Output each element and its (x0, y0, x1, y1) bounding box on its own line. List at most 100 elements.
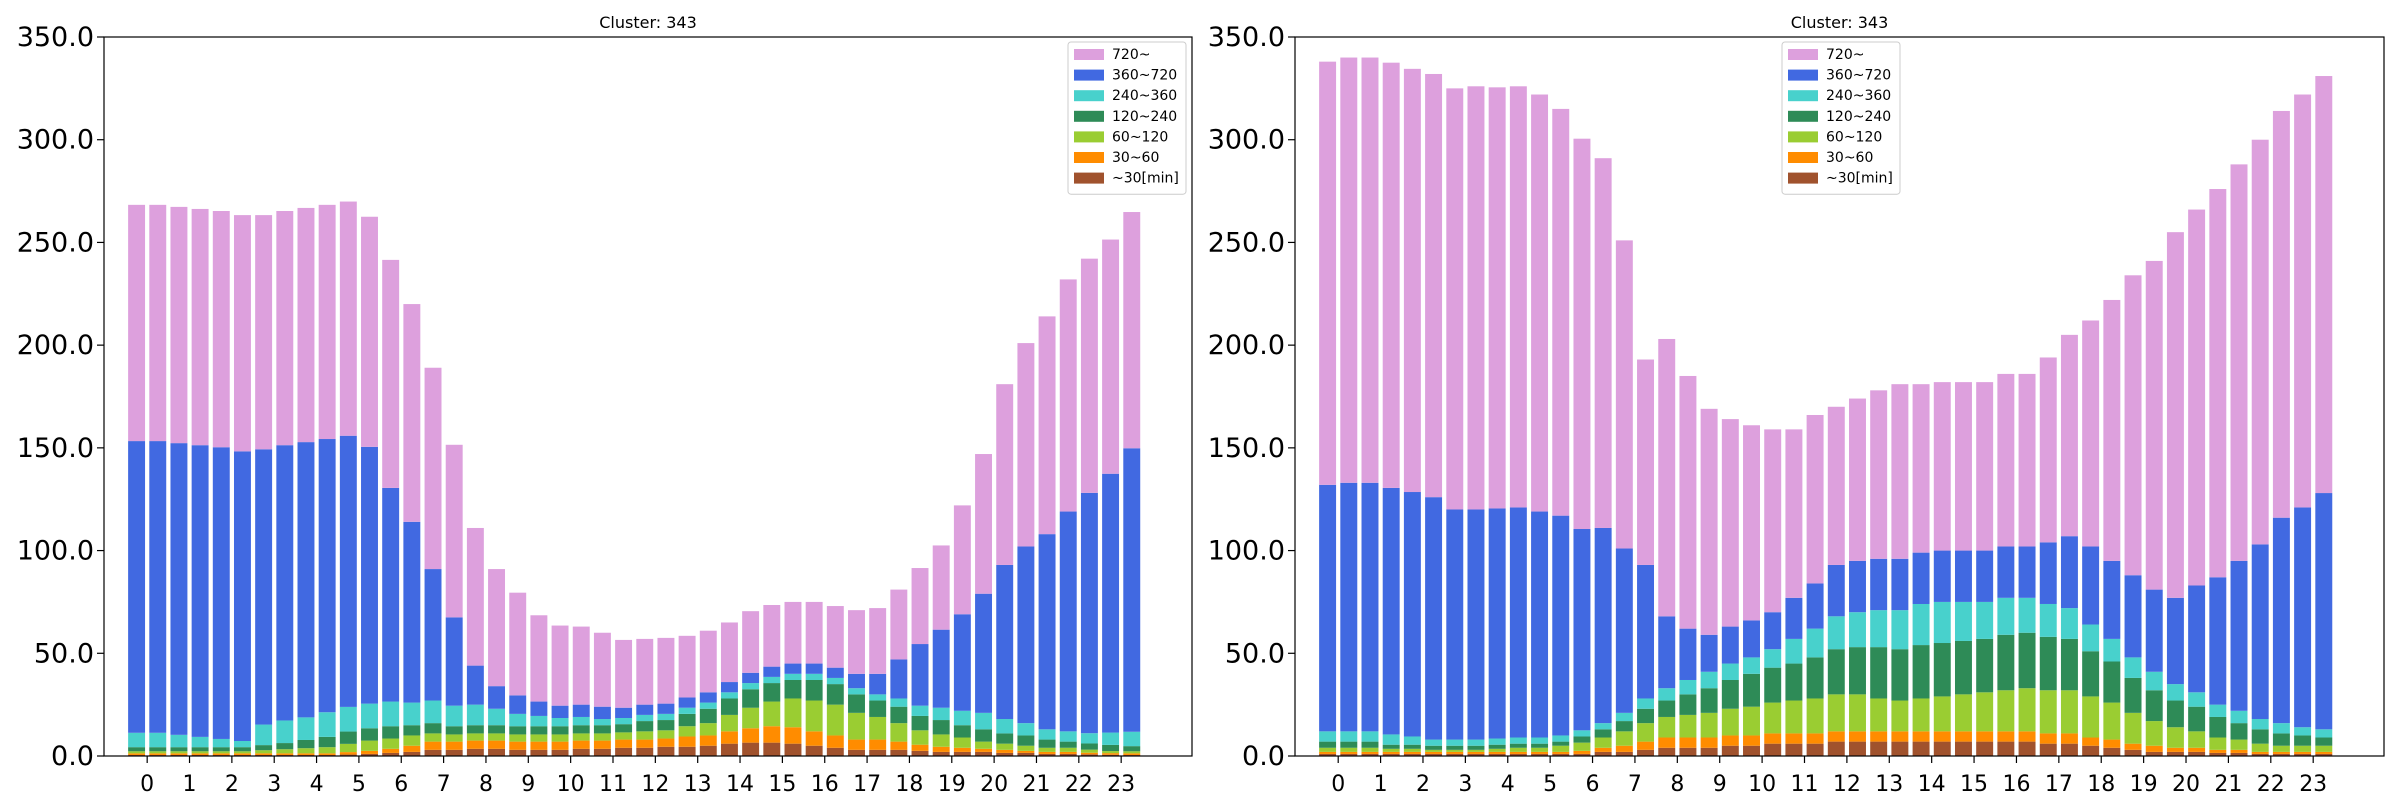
bar-2-5 (212, 753, 230, 755)
bar-2-9 (1488, 751, 1506, 754)
legend-swatch (1074, 172, 1104, 184)
bar-3-8 (276, 749, 294, 754)
bar-5-26 (657, 713, 675, 721)
y-tick-label: 200.0 (1208, 330, 1285, 361)
bar-4-42 (2188, 706, 2206, 732)
bar-7-46 (2272, 110, 2290, 518)
bar-3-5 (212, 751, 230, 754)
bar-1-32 (1976, 741, 1994, 756)
bar-3-43 (1017, 745, 1035, 751)
bar-1-44 (1038, 753, 1056, 756)
bar-1-3 (1361, 753, 1379, 756)
bar-2-22 (1764, 733, 1782, 744)
x-tick-label: 22 (2257, 772, 2285, 797)
bar-3-40 (2145, 721, 2163, 746)
bar-6-16 (1637, 564, 1655, 699)
bar-1-19 (1700, 747, 1718, 756)
bar-5-35 (2039, 603, 2057, 637)
y-tick-label: 200.0 (17, 330, 94, 361)
bar-6-29 (720, 682, 738, 693)
bar-4-34 (2018, 632, 2036, 689)
bar-7-40 (953, 505, 971, 615)
bar-7-4 (191, 208, 209, 446)
bar-5-30 (742, 683, 760, 690)
bar-6-31 (1954, 550, 1972, 602)
bar-6-3 (170, 443, 188, 735)
bar-3-13 (1573, 742, 1591, 751)
bar-3-10 (1509, 747, 1527, 752)
bar-6-29 (1912, 552, 1930, 604)
bar-6-35 (2039, 542, 2057, 604)
bar-6-32 (1976, 550, 1994, 602)
bar-7-19 (509, 592, 527, 696)
bar-1-16 (1637, 749, 1655, 756)
legend-swatch (1074, 90, 1104, 102)
bar-5-33 (1997, 597, 2015, 635)
bar-7-44 (1038, 316, 1056, 535)
bar-2-31 (763, 726, 781, 743)
bar-7-46 (1080, 258, 1098, 493)
bar-5-9 (297, 717, 315, 740)
bar-4-30 (742, 689, 760, 708)
bar-4-22 (572, 725, 590, 734)
bar-5-14 (1594, 723, 1612, 730)
bar-5-14 (403, 702, 421, 726)
bar-4-13 (1573, 736, 1591, 743)
bar-7-47 (2294, 94, 2312, 508)
bar-7-20 (530, 615, 548, 702)
bar-1-13 (1573, 753, 1591, 756)
bar-3-48 (2315, 745, 2333, 752)
x-tick-label: 16 (811, 772, 839, 797)
bar-3-23 (593, 733, 611, 741)
bar-5-9 (1488, 738, 1506, 745)
x-tick-label: 15 (1960, 772, 1988, 797)
bar-2-36 (869, 739, 887, 750)
bar-2-17 (466, 740, 484, 749)
bar-3-37 (2082, 696, 2100, 738)
bar-4-34 (826, 684, 844, 705)
bar-4-38 (911, 715, 929, 731)
bar-4-20 (1721, 679, 1739, 709)
x-tick-label: 0 (1331, 772, 1345, 797)
bar-3-33 (1997, 690, 2015, 732)
bar-7-37 (890, 589, 908, 660)
bar-2-7 (255, 753, 273, 755)
bar-3-14 (1594, 737, 1612, 748)
bar-2-3 (1361, 751, 1379, 754)
bar-4-8 (1467, 745, 1485, 750)
bar-6-31 (763, 666, 781, 677)
bar-2-38 (911, 744, 929, 751)
bar-6-38 (2103, 560, 2121, 639)
bar-6-43 (2209, 577, 2227, 705)
bar-3-37 (890, 723, 908, 742)
bar-5-15 (424, 700, 442, 724)
x-tick-label: 6 (1586, 772, 1600, 797)
bar-3-2 (1340, 747, 1358, 752)
bar-7-28 (699, 630, 717, 693)
bar-6-44 (1038, 534, 1056, 730)
bar-2-26 (657, 738, 675, 747)
bar-7-6 (1425, 73, 1443, 498)
bar-6-41 (2166, 597, 2184, 685)
bar-7-34 (826, 606, 844, 668)
bar-7-10 (318, 204, 336, 440)
bar-3-27 (678, 726, 696, 737)
bar-3-34 (2018, 688, 2036, 732)
bar-5-47 (2294, 727, 2312, 736)
bar-5-21 (551, 718, 569, 727)
bar-2-25 (1827, 731, 1845, 742)
bar-7-43 (2209, 189, 2227, 578)
bar-1-46 (1080, 754, 1098, 756)
bar-5-3 (1361, 731, 1379, 742)
bar-1-27 (1870, 741, 1888, 756)
bar-1-17 (466, 748, 484, 756)
legend-label: 30~60 (1112, 150, 1159, 166)
bar-3-36 (869, 716, 887, 740)
bar-7-15 (1615, 240, 1633, 549)
bar-7-31 (763, 605, 781, 667)
bar-6-9 (297, 442, 315, 718)
y-tick-label: 150.0 (1208, 433, 1285, 464)
bar-7-13 (1573, 138, 1591, 529)
bar-2-48 (2315, 751, 2333, 754)
